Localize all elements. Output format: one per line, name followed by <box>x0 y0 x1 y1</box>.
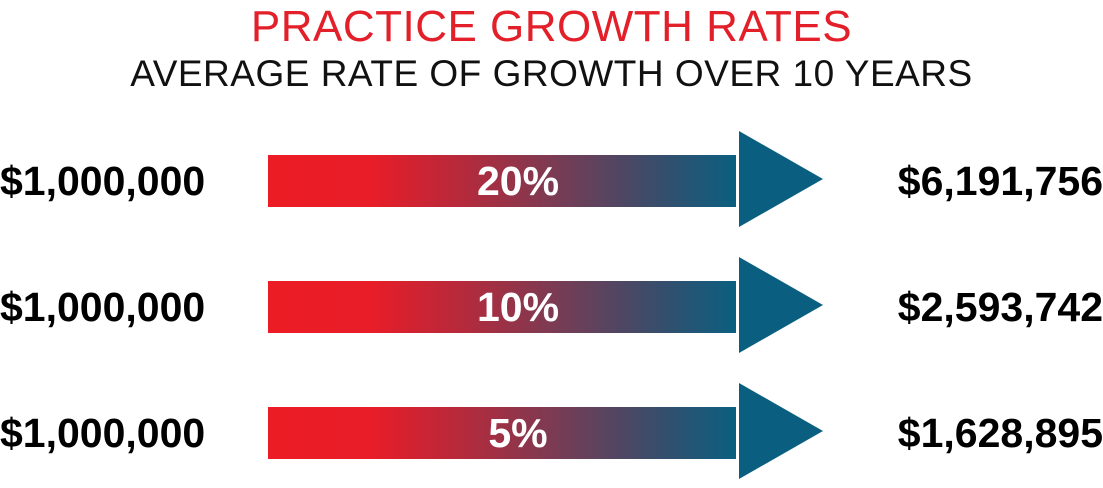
page-title: PRACTICE GROWTH RATES <box>250 2 853 51</box>
end-value: $1,628,895 <box>897 410 1103 456</box>
arrow-head-icon <box>739 131 823 227</box>
arrow-shaft: 5% <box>268 407 736 459</box>
growth-row: $1,000,000 5% $1,628,895 <box>0 383 1103 483</box>
arrow-shaft: 10% <box>268 281 736 333</box>
page-subtitle: AVERAGE RATE OF GROWTH OVER 10 YEARS <box>130 53 973 94</box>
end-value: $6,191,756 <box>897 158 1103 204</box>
arrow-head-icon <box>739 383 823 479</box>
arrow-shaft: 20% <box>268 155 736 207</box>
start-value: $1,000,000 <box>0 284 206 330</box>
rate-label: 5% <box>488 410 548 456</box>
start-value: $1,000,000 <box>0 410 206 456</box>
rate-label: 20% <box>476 158 560 204</box>
end-value: $2,593,742 <box>897 284 1103 330</box>
growth-row: $1,000,000 10% $2,593,742 <box>0 257 1103 357</box>
growth-row: $1,000,000 20% $6,191,756 <box>0 131 1103 231</box>
start-value: $1,000,000 <box>0 158 206 204</box>
arrow-head-icon <box>739 257 823 353</box>
rate-label: 10% <box>476 284 560 330</box>
